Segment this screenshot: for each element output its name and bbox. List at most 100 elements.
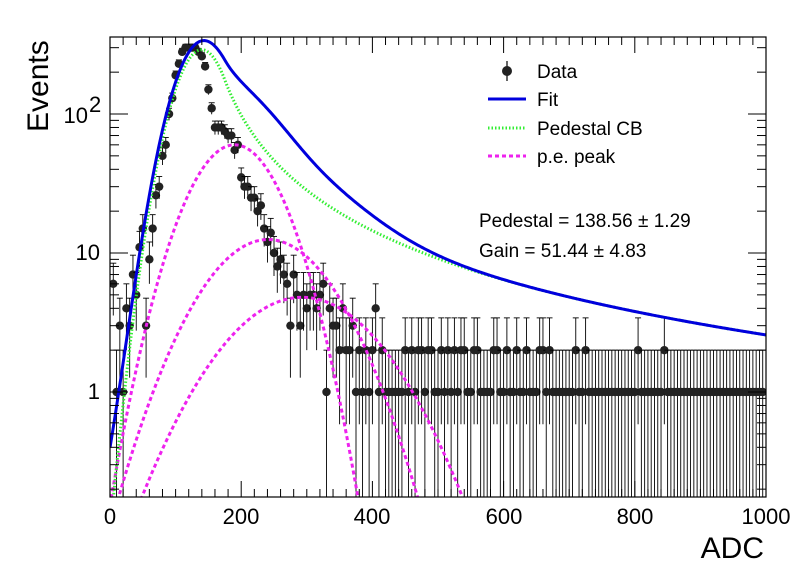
data-point [581, 345, 590, 355]
data-point [486, 387, 495, 397]
data-point [207, 104, 216, 113]
data-point [630, 387, 639, 397]
data-point [532, 387, 541, 397]
legend-item-pedestal: Pedestal CB [488, 119, 643, 140]
data-point [115, 321, 125, 330]
pedestal-name: Pedestal [479, 211, 553, 232]
legend-label: p.e. peak [537, 147, 616, 168]
data-point [427, 345, 436, 355]
data-point [243, 182, 252, 191]
data-point [204, 85, 213, 94]
gain-eq: = [519, 241, 541, 262]
x-tick-label: 0 [104, 504, 116, 529]
legend: Data Fit Pedestal CB p.e. peak [488, 61, 643, 168]
data-point [437, 345, 446, 355]
data-point [355, 345, 364, 355]
legend-label: Pedestal CB [537, 119, 643, 140]
x-axis-title: ADC [701, 532, 764, 565]
data-point [446, 387, 456, 397]
legend-label: Fit [537, 90, 559, 111]
pedestal-pm: ± [633, 211, 654, 232]
data-point [538, 345, 548, 355]
data-point [443, 345, 453, 355]
fit-curve [110, 39, 766, 448]
data-point [660, 345, 669, 355]
pedestal-annotation: Pedestal = 138.56 ± 1.29 [479, 211, 691, 232]
data-point [656, 387, 666, 397]
data-point [397, 387, 407, 397]
x-tick-label: 200 [223, 504, 260, 529]
data-point [502, 345, 512, 355]
data-point [351, 387, 361, 397]
data-point [266, 228, 275, 237]
data-point [282, 279, 292, 289]
data-point [571, 345, 580, 355]
pedestal-eq: = [553, 211, 575, 232]
legend-item-pe-peak: p.e. peak [488, 147, 616, 168]
data-point [499, 387, 508, 397]
data-point [122, 304, 131, 313]
data-point [325, 304, 334, 313]
data-point [227, 131, 236, 140]
data-point [420, 387, 430, 397]
data-point [161, 140, 170, 150]
y-tick-labels: 1 10 10 2 [64, 92, 102, 404]
gain-pm: ± [588, 241, 609, 262]
pedestal-error: 1.29 [654, 211, 691, 232]
data-point [371, 304, 380, 313]
x-tick-labels: 0 200 400 600 800 1000 [104, 504, 791, 529]
data-point [440, 387, 449, 397]
x-tick-label: 1000 [742, 504, 791, 529]
data-point [358, 387, 367, 397]
data-point [200, 62, 210, 71]
data-point [633, 345, 643, 355]
data-point [433, 387, 443, 397]
legend-item-data: Data [502, 61, 578, 83]
data-point [473, 345, 482, 355]
data-point [578, 387, 587, 397]
data-point [404, 387, 413, 397]
x-tick-label: 400 [354, 504, 391, 529]
data-point [279, 270, 289, 279]
data-point [322, 387, 331, 397]
data-point [568, 387, 577, 397]
pe-peak-curve-3 [140, 295, 465, 497]
data-point [407, 345, 416, 355]
x-tick-label: 800 [617, 504, 654, 529]
y-axis-title: Events [22, 40, 55, 132]
curves-layer [110, 39, 766, 497]
data-point [545, 345, 554, 355]
data-point [417, 345, 426, 355]
gain-annotation: Gain = 51.44 ± 4.83 [479, 241, 646, 262]
data-point [237, 173, 246, 182]
data-point [250, 193, 259, 202]
data-point [519, 387, 528, 397]
data-point [453, 387, 462, 397]
data-point [522, 345, 531, 355]
data-point [542, 387, 551, 397]
data-point [155, 182, 164, 191]
data-point [509, 387, 518, 397]
data-point [512, 345, 521, 355]
data-point [269, 248, 279, 258]
y-tick-label: 10 [64, 103, 88, 128]
data-point [296, 321, 305, 330]
data-point [315, 290, 325, 300]
data-point [319, 279, 328, 289]
y-tick-label: 10 [76, 240, 100, 265]
legend-item-fit: Fit [488, 90, 559, 111]
gain-error: 4.83 [609, 241, 646, 262]
data-point [197, 52, 207, 61]
data-point [148, 224, 157, 233]
y-axis-ticks [110, 47, 766, 490]
gain-name: Gain [479, 241, 519, 262]
data-point [364, 387, 374, 397]
x-tick-label: 600 [486, 504, 523, 529]
data-point [466, 387, 475, 397]
legend-label: Data [537, 62, 578, 83]
data-point [345, 345, 354, 355]
y-tick-label-exponent: 2 [89, 92, 101, 117]
gain-value: 51.44 [541, 241, 589, 262]
